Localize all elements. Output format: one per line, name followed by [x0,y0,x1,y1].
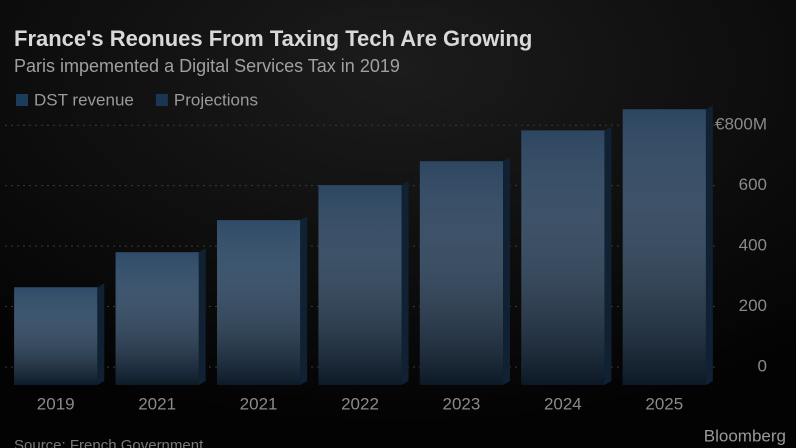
y-tick-label: 0 [758,356,767,375]
x-tick-label: 2025 [645,394,683,413]
x-tick-label: 2023 [443,394,481,413]
bar-side [300,216,308,385]
legend-label: Projections [174,90,258,109]
source: Source: French Government [14,437,204,448]
legend-swatch [155,94,168,106]
bar-side [97,283,105,385]
y-tick-label: €800M [715,115,767,134]
bar-shade [521,130,605,385]
y-tick-label: 600 [739,175,767,194]
legend-label: DST revenue [34,90,134,109]
bar-shade [216,220,301,385]
bar-side [503,157,511,385]
legend-swatch [16,94,28,106]
chart-title: France's Reonues From Taxing Tech Are Gr… [14,26,532,51]
chart-subtitle: Paris impemented a Digital Services Tax … [14,56,400,76]
y-tick-label: 200 [739,296,767,315]
x-tick-label: 2021 [138,394,176,413]
bar-side [401,181,409,385]
bar-side [198,248,206,385]
bar-side [604,126,612,386]
bar-shade [318,185,402,385]
x-tick-label: 2021 [240,394,278,413]
bar-shade [622,109,706,386]
bar-side [705,105,713,386]
brand: Bloomberg [704,426,786,445]
bar-shade [115,252,199,385]
x-tick-label: 2024 [544,394,582,413]
x-tick-label: 2019 [37,394,75,413]
y-tick-label: 400 [739,236,767,255]
x-tick-label: 2022 [341,394,379,413]
bar-shade [419,161,504,385]
bar-shade [14,287,98,385]
